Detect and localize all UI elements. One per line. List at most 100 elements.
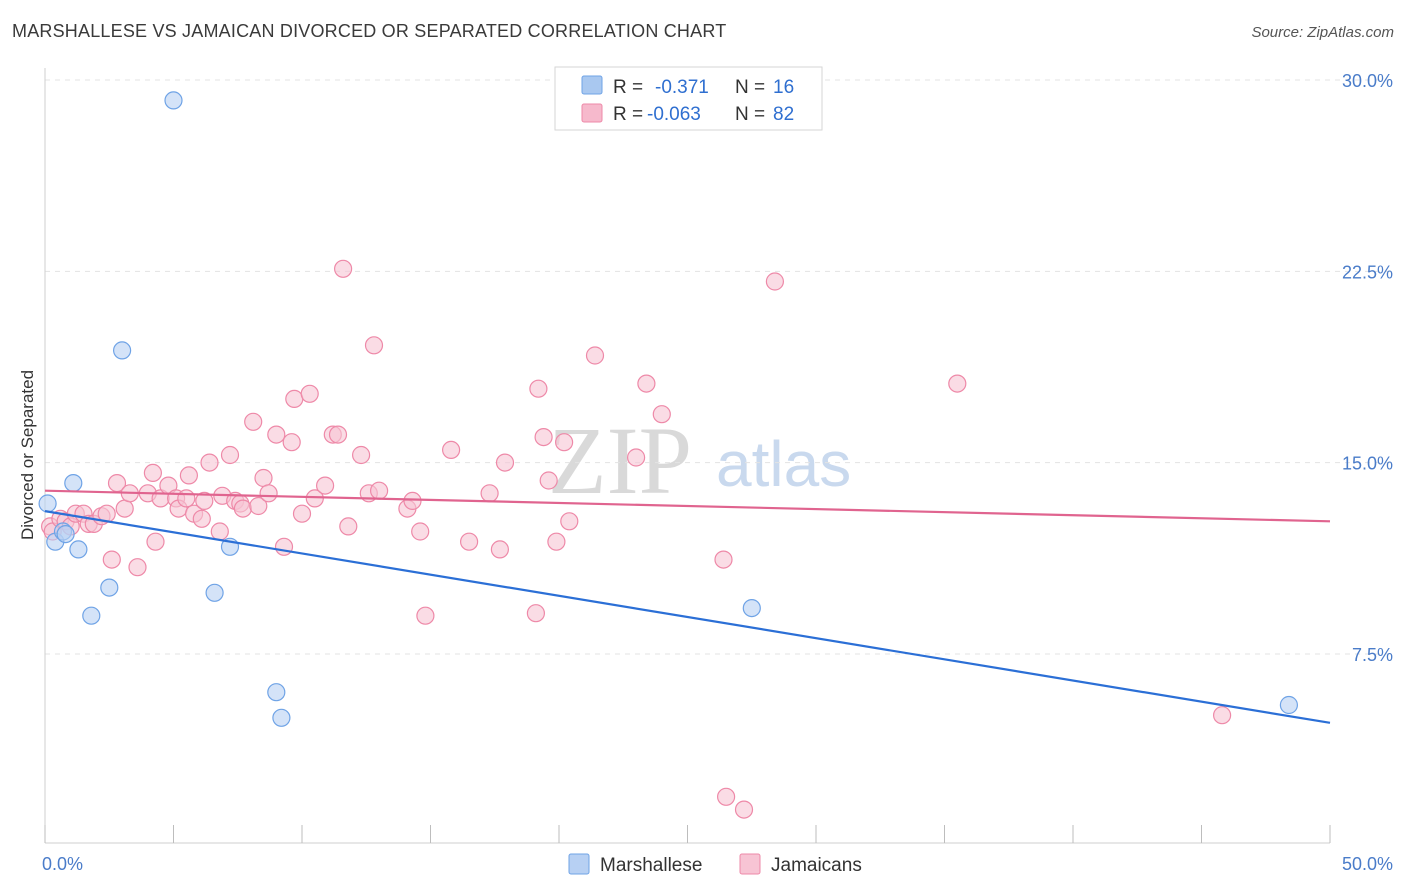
jamaicans-point (259, 484, 278, 503)
jamaicans-point (210, 522, 229, 541)
source-label: Source: ZipAtlas.com (1251, 24, 1394, 41)
jamaicans-point (534, 428, 553, 447)
watermark-zip-text: ZIP (548, 407, 692, 514)
jamaicans-n-value: 82 (773, 104, 794, 125)
marshallese-point (56, 524, 75, 544)
series-legend: Marshallese Jamaicans (568, 853, 862, 876)
y-tick-label: 22.5% (1342, 262, 1393, 282)
marshallese-point (64, 474, 83, 493)
jamaicans-point (143, 463, 162, 482)
jamaicans-point (637, 374, 656, 393)
marshallese-swatch (581, 75, 603, 95)
marshallese-point (1279, 695, 1299, 715)
marshallese-r-value: -0.371 (655, 77, 709, 98)
gridlines (45, 79, 1393, 655)
watermark-atlas-text: atlas (716, 428, 851, 500)
y-tick-labels: 7.5% 15.0% 22.5% 30.0% (1342, 71, 1393, 665)
legend-marshallese-swatch (568, 853, 590, 875)
jamaicans-point (948, 374, 967, 393)
jamaicans-point (480, 484, 499, 503)
jamaicans-r-value: -0.063 (647, 104, 701, 125)
jamaicans-point (292, 504, 312, 523)
jamaicans-point (334, 259, 353, 278)
y-tick-label: 15.0% (1342, 454, 1393, 474)
jamaicans-point (411, 522, 430, 541)
stats-legend: R = -0.371 N = 16 R = -0.063 N = 82 (554, 66, 823, 131)
jamaicans-r-label: R = (613, 104, 643, 125)
jamaicans-trend-line (44, 489, 1331, 523)
jamaicans-point (233, 499, 252, 518)
jamaicans-point (626, 448, 646, 467)
jamaicans-point (192, 509, 211, 528)
legend-jamaicans-swatch (739, 853, 761, 875)
jamaicans-point (403, 491, 422, 510)
jamaicans-point (547, 532, 566, 551)
marshallese-point (82, 606, 101, 625)
jamaicans-point (328, 425, 348, 444)
jamaicans-swatch (581, 103, 603, 123)
jamaicans-point (714, 550, 733, 569)
jamaicans-point (102, 550, 121, 569)
watermark: ZIP atlas (548, 407, 851, 514)
jamaicans-point (364, 336, 384, 355)
jamaicans-point (495, 453, 515, 472)
jamaicans-point (254, 468, 273, 488)
axes (44, 68, 1331, 844)
x-tick-label: 50.0% (1342, 854, 1393, 874)
jamaicans-point (716, 787, 736, 806)
jamaicans-point (200, 453, 219, 472)
jamaicans-point (416, 606, 435, 625)
jamaicans-point (244, 412, 263, 431)
marshallese-point (205, 583, 224, 602)
marshallese-n-value: 16 (773, 77, 794, 98)
marshallese-trend-line (44, 510, 1331, 724)
x-tick-labels: 0.0% 50.0% (42, 854, 1393, 874)
jamaicans-point (490, 540, 509, 559)
jamaicans-point (220, 445, 240, 465)
jamaicans-point (1212, 706, 1232, 725)
jamaicans-point (249, 496, 268, 516)
marshallese-point (267, 683, 286, 702)
legend-marshallese-label: Marshallese (600, 855, 702, 876)
jamaicans-point (442, 440, 461, 459)
jamaicans-point (316, 476, 335, 495)
jamaicans-point (274, 537, 294, 556)
jamaicans-point (526, 604, 546, 623)
jamaicans-point (282, 433, 301, 452)
jamaicans-point (370, 481, 389, 500)
marshallese-point (164, 91, 183, 110)
x-tick-label: 0.0% (42, 854, 83, 874)
y-tick-label: 30.0% (1342, 71, 1393, 91)
marshallese-point (742, 598, 761, 618)
jamaicans-point (285, 389, 304, 408)
y-axis-label: Divorced or Separated (18, 370, 37, 540)
jamaicans-point (734, 800, 754, 819)
trend-lines (44, 489, 1331, 724)
jamaicans-point (560, 512, 579, 531)
jamaicans-point (146, 532, 165, 551)
jamaicans-n-label: N = (735, 104, 765, 125)
jamaicans-point (300, 384, 319, 403)
marshallese-point (69, 540, 88, 559)
marshallese-r-label: R = (613, 77, 643, 98)
jamaicans-point (115, 499, 134, 518)
jamaicans-point (267, 425, 286, 444)
jamaicans-point (352, 445, 371, 465)
marshallese-point (100, 578, 119, 597)
jamaicans-point (539, 471, 558, 490)
jamaicans-point (529, 379, 548, 398)
jamaicans-point (128, 558, 147, 577)
chart-title: MARSHALLESE VS JAMAICAN DIVORCED OR SEPA… (12, 21, 727, 41)
jamaicans-point (339, 517, 358, 536)
jamaicans-point (554, 433, 574, 452)
marshallese-point (38, 494, 57, 513)
jamaicans-point (195, 491, 214, 510)
jamaicans-point (652, 405, 671, 424)
jamaicans-point (177, 489, 196, 508)
jamaicans-point (765, 272, 785, 291)
jamaicans-point (179, 466, 198, 485)
y-tick-label: 7.5% (1352, 645, 1393, 665)
marshallese-n-label: N = (735, 77, 765, 98)
jamaicans-point (585, 346, 605, 365)
